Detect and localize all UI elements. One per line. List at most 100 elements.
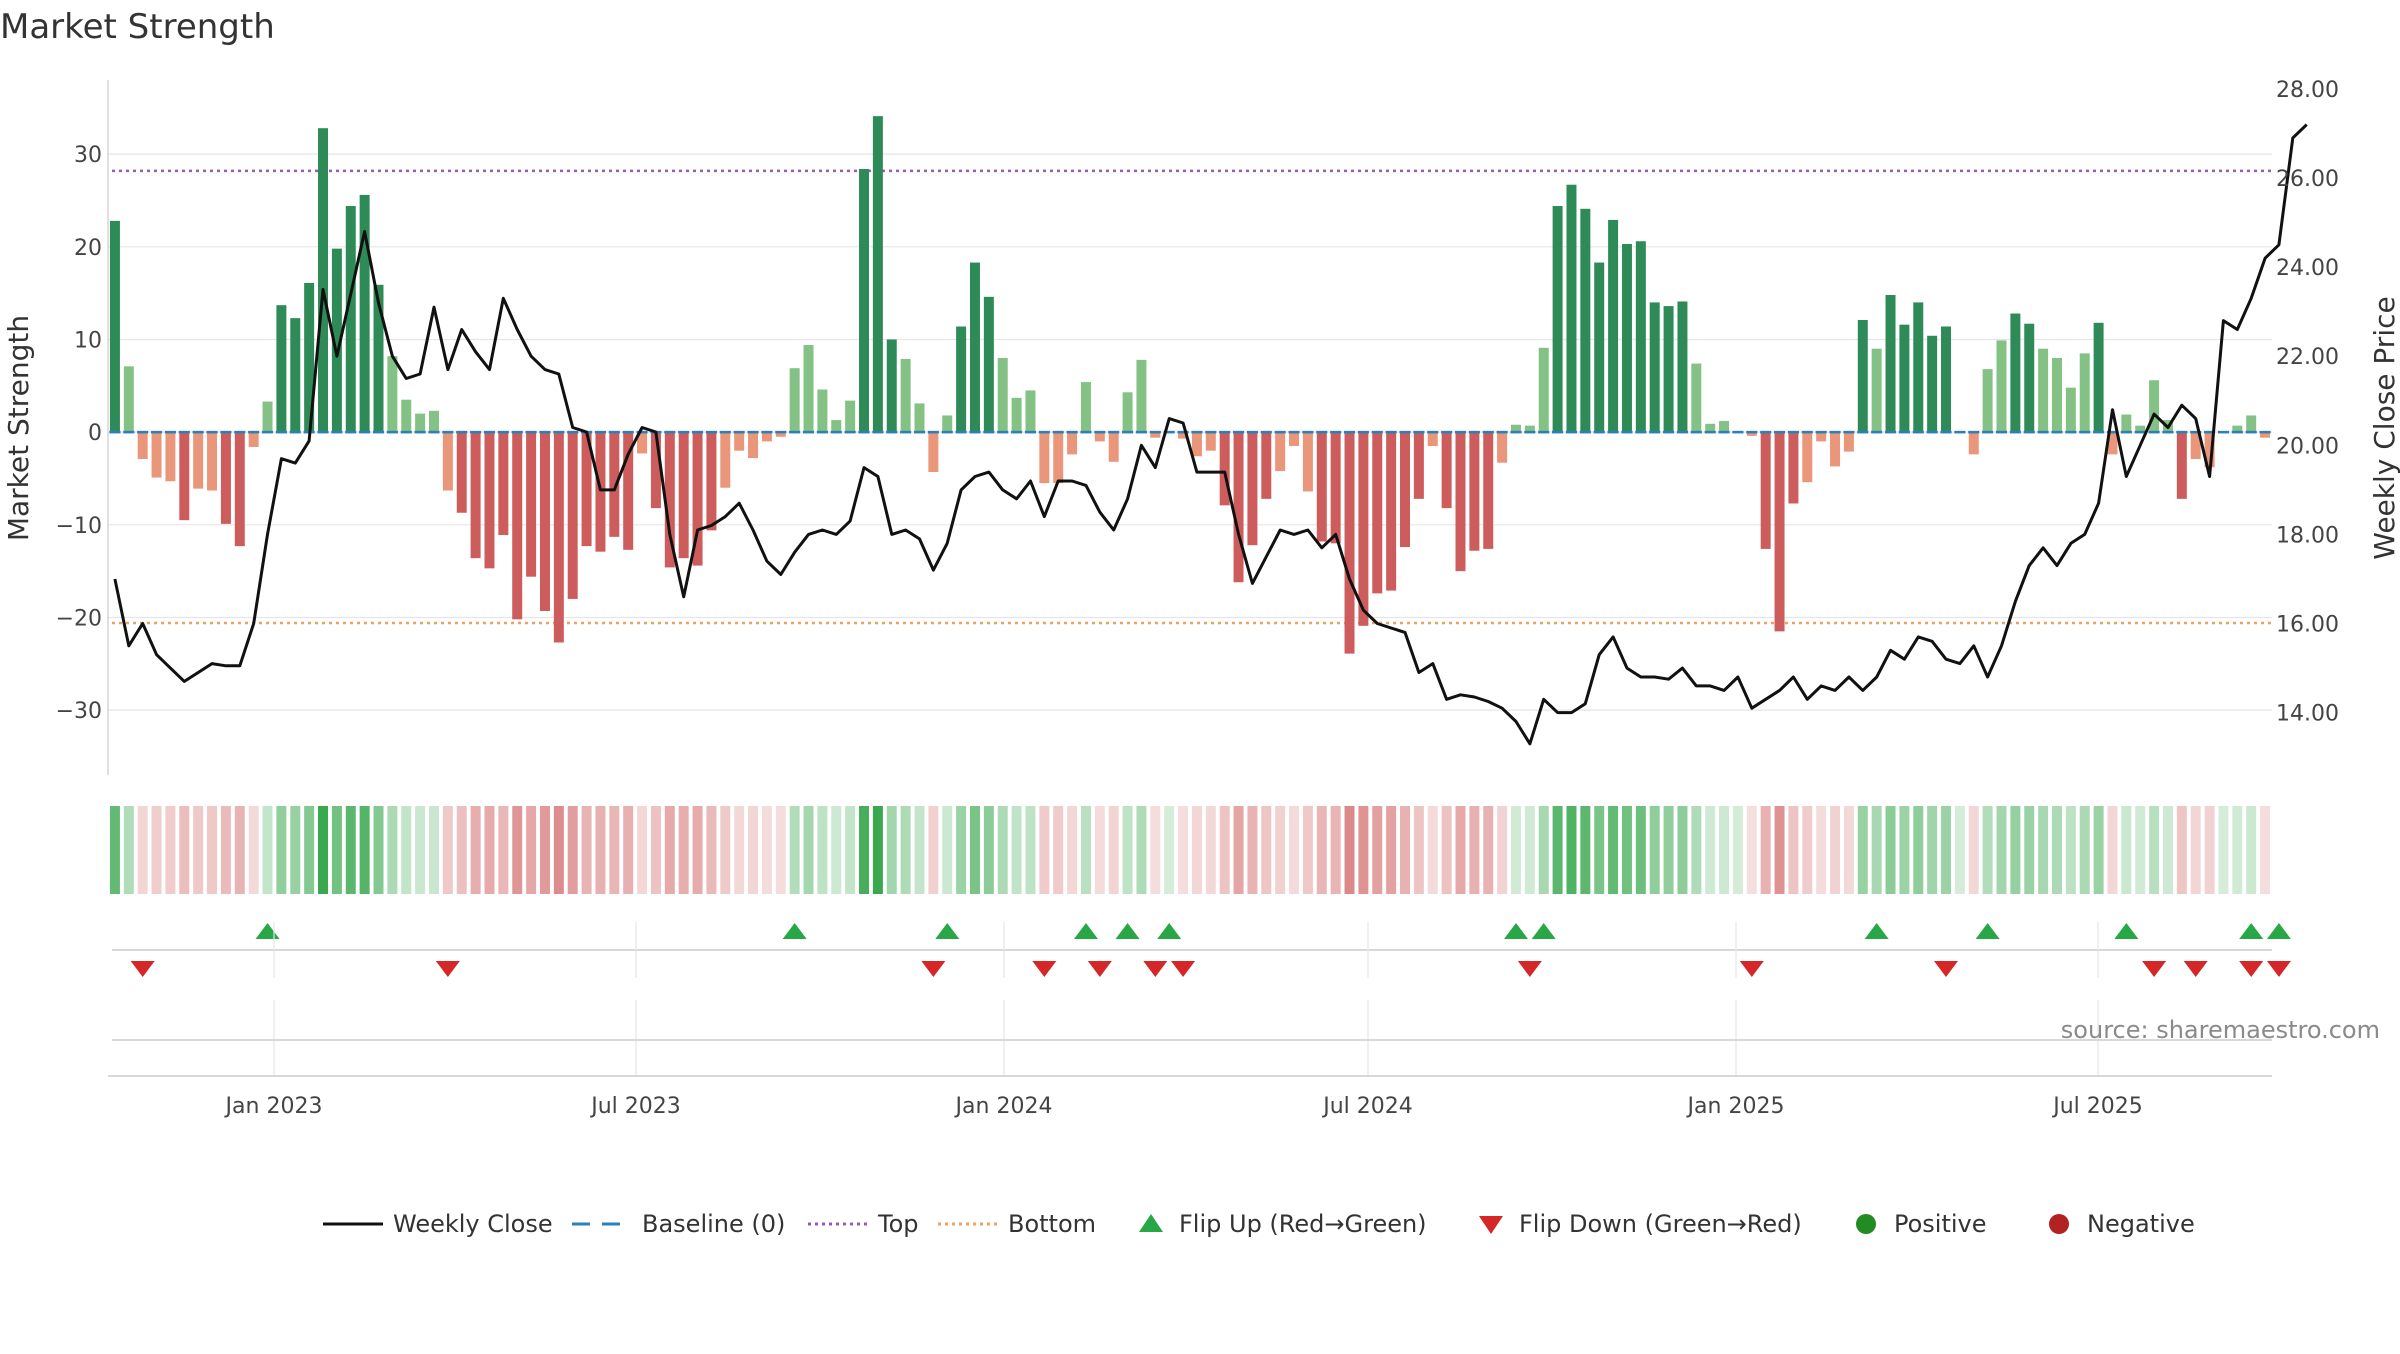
strength-bar: [581, 432, 592, 547]
heat-cell: [1996, 806, 2007, 894]
flip-down-marker: [1934, 961, 1959, 977]
heat-cell: [1816, 806, 1827, 894]
left-tick-label: 20: [74, 236, 102, 261]
heat-cell: [1649, 806, 1660, 894]
strength-bar: [845, 400, 856, 433]
heat-cell: [1358, 806, 1369, 894]
strength-bar: [609, 432, 620, 537]
heat-cell: [442, 806, 453, 894]
flip-down-marker: [1171, 961, 1196, 977]
heat-cell: [1497, 806, 1508, 894]
source-label: source: sharemaestro.com: [2061, 1016, 2380, 1044]
strength-bar: [373, 284, 384, 433]
heat-cell: [137, 806, 148, 894]
heat-cell: [637, 806, 648, 894]
left-tick-label: 10: [74, 328, 102, 353]
heat-cell: [1954, 806, 1965, 894]
strength-bar: [900, 358, 911, 433]
heat-cell: [1885, 806, 1896, 894]
heat-cell: [1843, 806, 1854, 894]
legend-item: Flip Up (Red→Green): [1139, 1210, 1427, 1238]
strength-bar: [2135, 425, 2146, 433]
strength-bar: [1982, 369, 1993, 433]
strength-bars: [109, 116, 2271, 654]
heat-cell: [1247, 806, 1258, 894]
heat-cell: [803, 806, 814, 894]
flip-up-marker: [1073, 923, 1098, 939]
heat-cell: [1982, 806, 1993, 894]
heat-cell: [2176, 806, 2187, 894]
heat-cell: [581, 806, 592, 894]
heat-cell: [1053, 806, 1064, 894]
strength-bar: [1816, 432, 1827, 442]
legend-triangle-up-icon: [1139, 1214, 1163, 1232]
strength-bar: [1497, 432, 1508, 463]
heat-cell: [345, 806, 356, 894]
heat-cell: [720, 806, 731, 894]
legend-item: Top: [808, 1210, 919, 1238]
strength-bar: [1524, 425, 1535, 433]
heat-cell: [387, 806, 398, 894]
heat-cell: [2232, 806, 2243, 894]
heat-cell: [415, 806, 426, 894]
strength-bar: [1427, 432, 1438, 447]
strength-bar: [886, 339, 897, 433]
strength-bar: [1594, 262, 1605, 433]
flip-markers: [112, 923, 2291, 977]
strength-bar: [1219, 432, 1230, 506]
strength-bar: [761, 432, 772, 442]
heat-cell: [193, 806, 204, 894]
legend-item: Flip Down (Green→Red): [1479, 1210, 1802, 1238]
strength-bar: [512, 432, 523, 620]
right-axis-title: Weekly Close Price: [2368, 296, 2400, 559]
heat-cell: [914, 806, 925, 894]
strength-bar: [2024, 323, 2035, 433]
strength-bar: [2093, 322, 2104, 433]
flip-down-marker: [1032, 961, 1057, 977]
strength-bar: [1927, 335, 1938, 433]
heat-cell: [428, 806, 439, 894]
heat-cell: [2010, 806, 2021, 894]
legend-circle-icon: [2049, 1214, 2069, 1234]
heat-cell: [553, 806, 564, 894]
heat-cell: [1455, 806, 1466, 894]
strength-bar: [1136, 359, 1147, 433]
strength-bar: [1441, 432, 1452, 509]
heat-cell: [1441, 806, 1452, 894]
strength-bar: [1719, 421, 1730, 433]
heat-cell: [1386, 806, 1397, 894]
strength-bar: [567, 432, 578, 599]
heat-cell: [109, 806, 120, 894]
heat-cell: [1275, 806, 1286, 894]
strength-bar: [1330, 432, 1341, 544]
heat-cell: [470, 806, 481, 894]
strength-bar: [290, 318, 301, 433]
flip-up-marker: [2239, 923, 2264, 939]
legend-label: Negative: [2087, 1210, 2195, 1238]
strength-bar: [1941, 326, 1952, 433]
heat-cell: [1178, 806, 1189, 894]
flip-down-marker: [2183, 961, 2208, 977]
heat-cell: [748, 806, 759, 894]
legend: Weekly Close Baseline (0) Top Bottom Flip Up…: [323, 1210, 2195, 1238]
heat-cell: [983, 806, 994, 894]
heat-cell: [1857, 806, 1868, 894]
heat-cell: [2162, 806, 2173, 894]
x-tick-label: Jul 2025: [2051, 1094, 2143, 1119]
heat-cell: [1830, 806, 1841, 894]
strength-bar: [1344, 432, 1355, 654]
heat-cell: [456, 806, 467, 894]
strength-bar: [137, 432, 148, 460]
heat-cell: [1913, 806, 1924, 894]
heat-cell: [1774, 806, 1785, 894]
strength-bar: [484, 432, 495, 569]
heat-cell: [706, 806, 717, 894]
heat-cell: [1510, 806, 1521, 894]
heat-cell: [1691, 806, 1702, 894]
strength-bar: [872, 116, 883, 433]
flip-down-marker: [1087, 961, 1112, 977]
legend-label: Baseline (0): [642, 1210, 785, 1238]
heat-cell: [1122, 806, 1133, 894]
strength-bar: [262, 401, 273, 433]
heat-cell: [997, 806, 1008, 894]
